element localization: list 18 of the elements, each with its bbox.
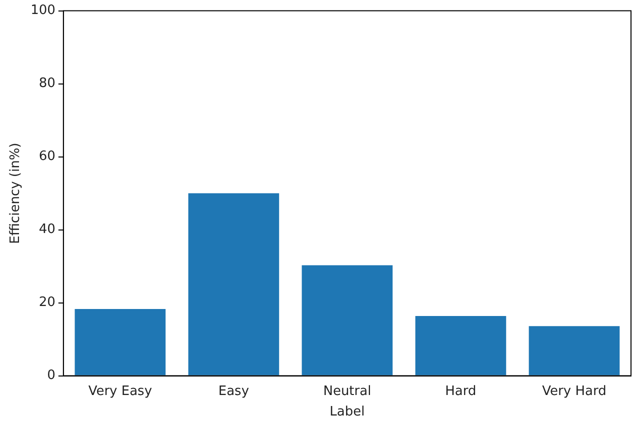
x-tick-label: Very Easy [88, 384, 152, 399]
x-tick-label: Easy [218, 384, 250, 399]
y-tick-label: 0 [47, 368, 56, 384]
bar [415, 316, 506, 376]
bar [188, 193, 280, 376]
bar [302, 265, 393, 376]
y-tick-label: 40 [38, 222, 56, 238]
x-tick-label: Neutral [323, 384, 372, 399]
y-tick-label: 100 [30, 3, 56, 18]
bar [74, 309, 166, 376]
y-axis-title: Efficiency (in%) [8, 142, 24, 244]
y-tick-label: 80 [38, 76, 56, 92]
x-axis-title: Label [330, 404, 365, 420]
y-tick-label: 60 [38, 149, 56, 164]
x-tick-label: Hard [445, 384, 476, 399]
y-tick-label: 20 [38, 295, 56, 310]
bar [528, 326, 620, 376]
x-tick-label: Very Hard [542, 384, 606, 399]
